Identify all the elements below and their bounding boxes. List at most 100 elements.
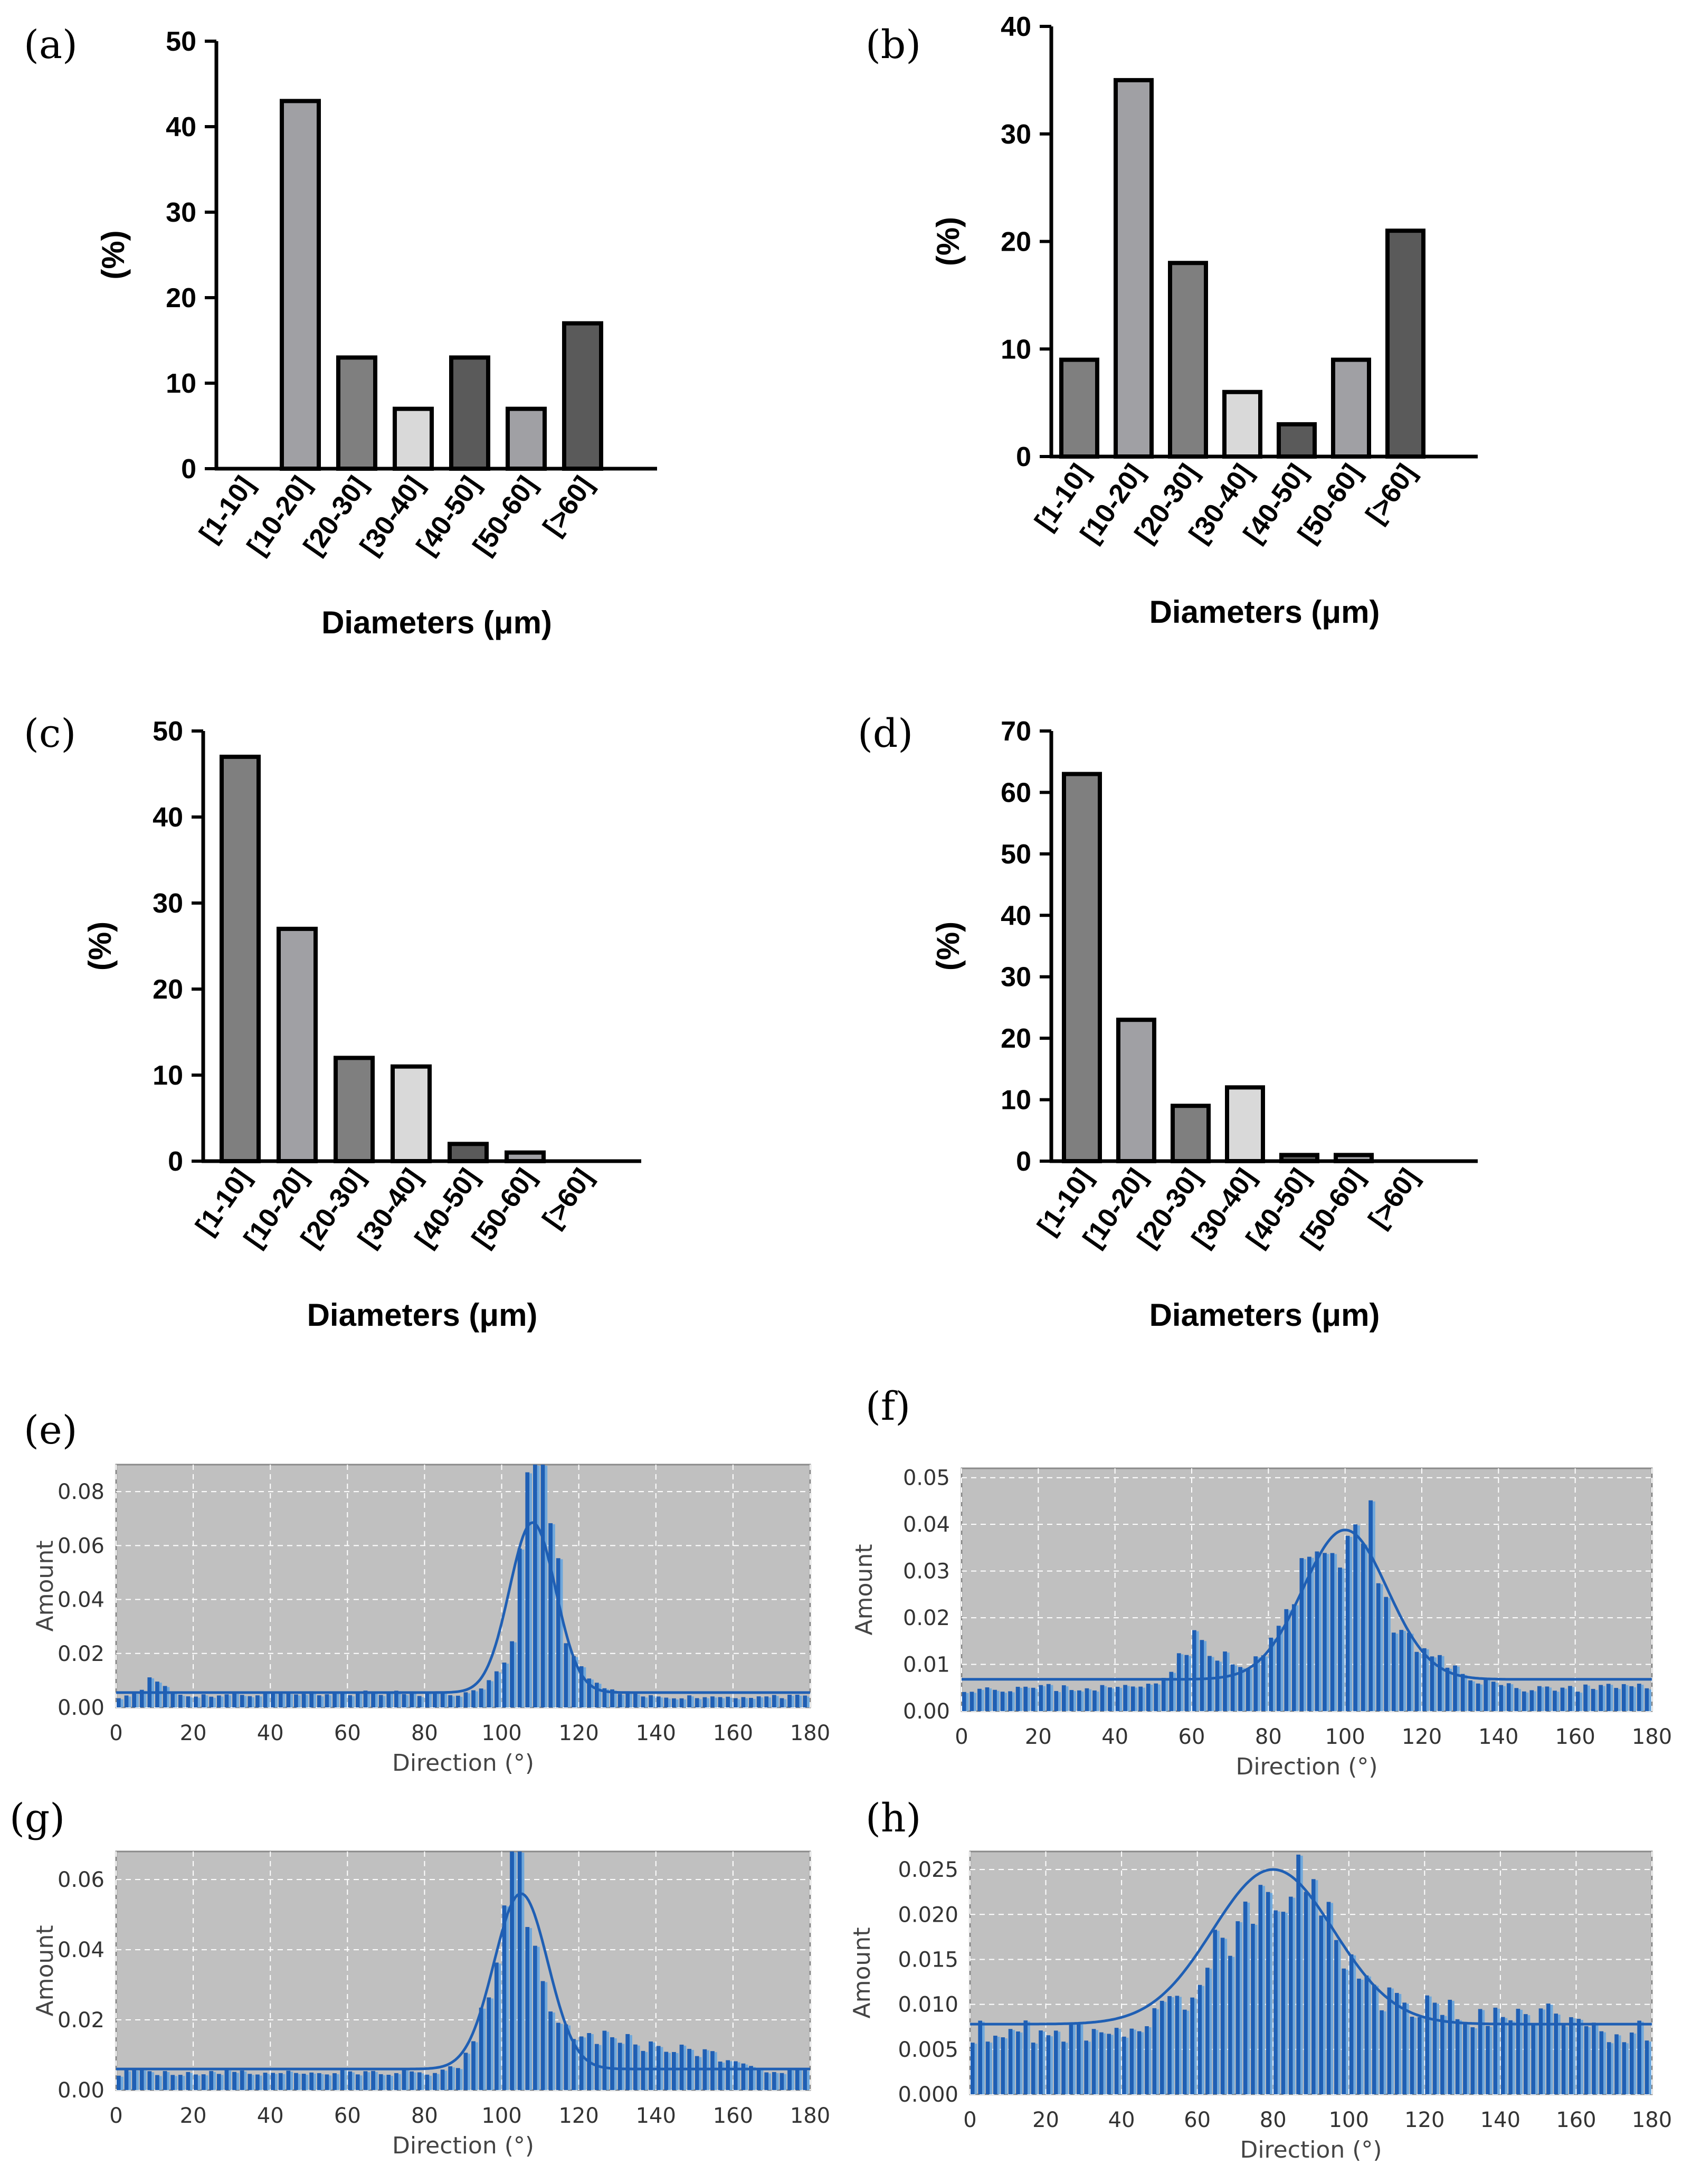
histogram-bar <box>1323 1553 1327 1711</box>
histogram-bar <box>1482 2010 1485 2094</box>
histogram-bar <box>560 1559 563 1707</box>
y-axis-label: (%) <box>82 922 118 971</box>
y-tick-label: 30 <box>1001 119 1031 150</box>
bar <box>1331 357 1371 459</box>
histogram-bar <box>676 1699 679 1707</box>
histogram-bar <box>772 2072 776 2090</box>
histogram-bar <box>791 2071 794 2090</box>
histogram-bar <box>645 2052 648 2090</box>
histogram-bar <box>1165 1679 1168 1711</box>
histogram-bar <box>1641 1685 1644 1711</box>
histogram-bar <box>1523 2014 1528 2094</box>
histogram-bar <box>483 1689 486 1707</box>
histogram-bar <box>1135 1687 1138 1711</box>
histogram-bar <box>506 1664 509 1707</box>
histogram-bar <box>167 2072 170 2090</box>
histogram-bar <box>1292 1897 1296 2094</box>
histogram-bar <box>1161 1678 1166 1711</box>
histogram-bar <box>1181 1654 1184 1711</box>
x-tick-label: 140 <box>636 2104 676 2128</box>
histogram-bar <box>1266 1892 1270 2094</box>
histogram-bar <box>1012 1692 1015 1711</box>
histogram-bar <box>1603 2032 1606 2094</box>
histogram-bar <box>1270 1893 1273 2094</box>
histogram-bar <box>1031 2043 1035 2094</box>
histogram-bar <box>182 1696 185 1707</box>
histogram-bar <box>1100 1685 1105 1711</box>
histogram-bar <box>1108 1687 1112 1711</box>
histogram-bar <box>301 1694 306 1707</box>
histogram-bar <box>1399 1993 1402 2094</box>
histogram-bar <box>1402 2002 1406 2094</box>
histogram-bar <box>981 1689 984 1711</box>
x-tick-label: 180 <box>790 1721 830 1745</box>
x-tick-label: 80 <box>1260 2108 1287 2132</box>
histogram-bar <box>194 2074 198 2090</box>
fit-curve <box>116 1892 810 2071</box>
histogram-bar <box>383 2075 386 2090</box>
x-tick-label: 20 <box>180 1721 207 1745</box>
histogram-bar <box>1053 2030 1058 2094</box>
histogram-bar <box>336 2074 339 2090</box>
y-tick-label: 40 <box>1001 900 1031 931</box>
histogram-bar <box>1607 2042 1611 2094</box>
bar <box>1059 357 1099 459</box>
histogram-bar <box>1508 2020 1513 2094</box>
histogram-bar <box>1150 1685 1153 1711</box>
histogram-bar <box>417 1696 422 1707</box>
histogram-bar <box>1238 1667 1242 1711</box>
histogram-bar <box>1353 1955 1356 2094</box>
x-tick-label: 140 <box>1478 1725 1518 1749</box>
histogram-bar <box>787 2069 792 2090</box>
histogram-bar <box>398 1692 401 1707</box>
histogram-bar <box>460 2069 463 2090</box>
histogram-bar <box>668 2053 671 2090</box>
y-tick-label: 0.02 <box>58 2008 104 2033</box>
histogram-bar <box>990 2043 993 2094</box>
y-tick-label: 0.02 <box>903 1606 950 1630</box>
histogram-bar <box>1300 1855 1303 2094</box>
histogram-bar <box>1426 1649 1429 1711</box>
histogram-bar <box>676 2053 679 2090</box>
histogram-bar <box>378 2074 383 2090</box>
histogram-bar <box>267 1693 270 1707</box>
histogram-bar <box>966 1693 969 1711</box>
histogram-bar <box>1154 1683 1158 1711</box>
histogram-bar <box>1391 1632 1396 1711</box>
histogram-bar <box>537 1466 540 1707</box>
histogram-bar <box>406 1695 409 1707</box>
histogram-bar <box>1468 1680 1472 1711</box>
histogram-bar <box>440 1692 445 1707</box>
histogram-bar <box>1143 1687 1145 1711</box>
histogram-bar <box>1444 2016 1447 2094</box>
histogram-bar <box>410 2071 414 2090</box>
histogram-bar <box>1217 1931 1220 2094</box>
histogram-bar <box>652 2042 655 2090</box>
histogram-bar <box>1246 1668 1250 1711</box>
histogram-bar <box>807 2071 810 2090</box>
x-axis-label: Direction (°) <box>1240 2136 1382 2163</box>
histogram-bar <box>1449 1668 1452 1711</box>
histogram-bar <box>248 1696 252 1707</box>
panel-label: (f) <box>866 1384 910 1429</box>
histogram-bar <box>1334 1940 1338 2094</box>
histogram-bar <box>429 1694 432 1707</box>
histogram-bar <box>383 1696 386 1707</box>
histogram-bar <box>252 1697 254 1707</box>
histogram-bar <box>517 1851 522 2090</box>
histogram-bar <box>1441 1656 1444 1711</box>
histogram-bar <box>1265 1656 1268 1711</box>
histogram-bar <box>533 1465 537 1707</box>
histogram-bar <box>784 1699 787 1707</box>
x-tick-label: 40 <box>1108 2108 1135 2132</box>
histogram-bar <box>1273 1910 1278 2094</box>
histogram-bar <box>321 1696 324 1707</box>
histogram-bar <box>622 1695 625 1707</box>
histogram-bar <box>548 2011 553 2090</box>
histogram-bar <box>1280 1627 1284 1711</box>
histogram-bar <box>741 2063 746 2090</box>
histogram-bar <box>1254 1924 1258 2094</box>
histogram-bar <box>652 1696 655 1707</box>
histogram-bar <box>1649 1689 1651 1711</box>
